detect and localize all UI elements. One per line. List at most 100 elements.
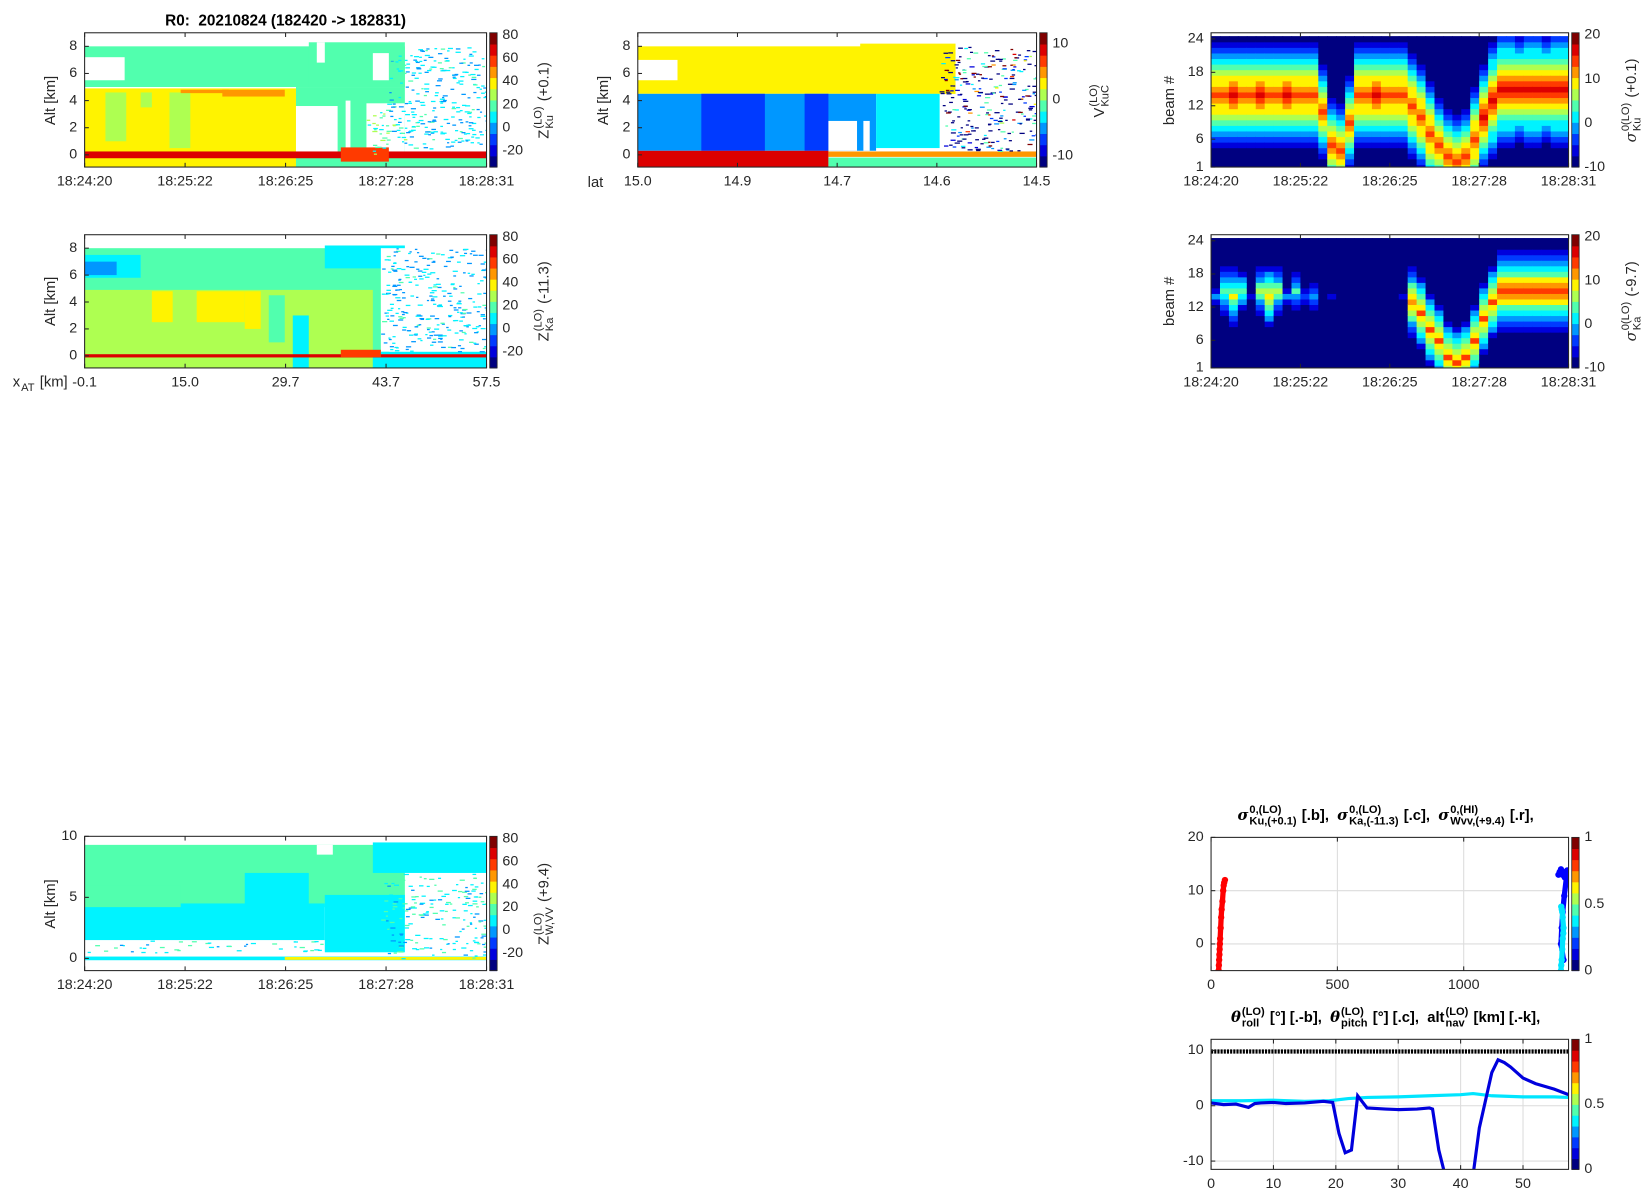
beam-cell [1488, 108, 1498, 115]
beam-cell [1452, 136, 1462, 143]
beam-cell [1246, 102, 1257, 110]
beam-cell [1407, 326, 1418, 333]
beam-cell [1246, 80, 1257, 87]
colorbar-label: Z (LO) Ku (+0.1) [532, 62, 557, 139]
beam-cell [1219, 304, 1230, 311]
beam-cell [1434, 114, 1445, 121]
speckle-mark [474, 941, 479, 944]
beam-cell [1470, 326, 1480, 333]
speckle-mark [452, 320, 456, 322]
beam-cell [1255, 102, 1266, 110]
beam-cell [1380, 97, 1391, 104]
beam-cell [1246, 238, 1257, 245]
beam-cell [1523, 102, 1534, 110]
speckle-mark [472, 903, 478, 905]
speckle-mark [430, 344, 434, 346]
speckle-mark [398, 945, 404, 947]
speckle-mark [442, 335, 447, 337]
beam-cell [1398, 158, 1409, 165]
beam-cell [1362, 158, 1373, 165]
label-scripts: (LO) W,VV [532, 907, 556, 935]
axes-frame [1210, 836, 1570, 972]
colorbar-frame [1571, 32, 1580, 168]
beam-cell [1416, 136, 1427, 143]
beam-cell [1514, 114, 1525, 121]
beam-cell [1505, 102, 1516, 110]
speckle-mark [460, 122, 464, 124]
label-suffix: (-9.7) [1622, 261, 1640, 301]
colorbar-segment [1571, 1158, 1580, 1170]
x-tick-label: 18:27:28 [1451, 375, 1507, 391]
speckle-mark [449, 903, 453, 905]
x-tick-label: 18:26:25 [258, 174, 314, 190]
beam-cell [1398, 52, 1409, 60]
beam-cell [1541, 243, 1552, 250]
beam-cell [1434, 102, 1445, 110]
speckle-mark [142, 947, 147, 950]
colorbar-tick-label: -10 [1584, 360, 1605, 376]
speckle-mark [456, 303, 462, 305]
speckle-mark [139, 947, 142, 949]
beam-cell [1416, 332, 1427, 339]
label-subscript: Ku [543, 114, 557, 129]
colorbar-segment [1571, 903, 1580, 916]
beam-cell [1255, 164, 1266, 168]
beam-cell [1211, 58, 1221, 65]
beam-cell [1318, 147, 1328, 154]
speckle-mark [463, 919, 466, 921]
speckle-mark [461, 140, 465, 142]
beam-cell [1371, 326, 1382, 333]
speckle-mark [1000, 131, 1006, 133]
beam-cell [1523, 47, 1534, 54]
beam-cell [1541, 320, 1552, 328]
beam-cell [1300, 276, 1311, 283]
beam-cell [1345, 287, 1355, 294]
speckle-mark [398, 316, 403, 318]
beam-cell [1425, 304, 1436, 311]
beam-cell [1532, 147, 1543, 154]
beam-cell [1497, 153, 1507, 160]
speckle-mark [461, 928, 465, 930]
beam-cell [1318, 130, 1328, 138]
speckle-mark [452, 889, 457, 892]
beam-cell [1228, 332, 1239, 339]
speckle-mark [480, 937, 484, 939]
colorbar-segment [1571, 870, 1580, 883]
beam-cell [1211, 337, 1221, 344]
beam-cell [1237, 69, 1248, 76]
speckle-mark [997, 58, 1003, 61]
speckle-mark [472, 940, 476, 942]
beam-cell [1550, 91, 1561, 99]
speckle-mark [955, 59, 961, 62]
label-scripts: (LO) KuC [1087, 84, 1111, 106]
beam-cell [1479, 141, 1489, 149]
speckle-mark [967, 108, 972, 111]
speckle-mark [440, 100, 447, 103]
beam-cell [1380, 41, 1391, 48]
speckle-mark [971, 72, 977, 75]
beam-cell [1532, 359, 1543, 366]
beam-cell [1255, 359, 1266, 366]
y-tick-label: 6 [622, 65, 630, 81]
speckle-mark [427, 258, 430, 260]
beam-cell [1416, 276, 1427, 283]
heatmap-region [701, 93, 765, 151]
beam-cell [1354, 287, 1364, 294]
speckle-mark [458, 80, 464, 82]
beam-cell [1282, 158, 1293, 165]
beam-cell [1309, 130, 1319, 138]
beam-cell [1452, 260, 1462, 267]
beam-cell [1219, 136, 1230, 143]
speckle-mark [954, 142, 960, 144]
speckle-mark [484, 307, 487, 309]
beam-cell [1371, 254, 1382, 261]
beam-cell [1532, 365, 1543, 368]
beam-cell [1532, 136, 1543, 143]
speckle-mark [979, 106, 985, 108]
beam-cell [1237, 158, 1248, 165]
speckle-mark [401, 958, 406, 960]
speckle-mark [468, 125, 472, 127]
beam-cell [1470, 315, 1480, 322]
beam-cell [1398, 147, 1409, 154]
beam-cell [1291, 249, 1302, 256]
